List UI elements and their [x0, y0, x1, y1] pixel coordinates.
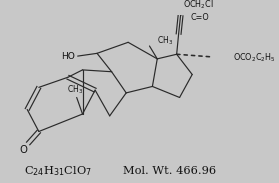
- Text: O: O: [19, 145, 27, 155]
- Text: OCH$_2$Cl: OCH$_2$Cl: [182, 0, 213, 11]
- Text: OCO$_2$C$_2$H$_5$: OCO$_2$C$_2$H$_5$: [233, 52, 276, 64]
- Text: HO: HO: [61, 52, 75, 61]
- Text: Mol. Wt. 466.96: Mol. Wt. 466.96: [123, 166, 217, 176]
- Text: CH$_3$: CH$_3$: [157, 34, 174, 47]
- Text: C=O: C=O: [190, 13, 209, 22]
- Text: C$_{24}$H$_{31}$ClO$_{7}$: C$_{24}$H$_{31}$ClO$_{7}$: [24, 164, 92, 178]
- Text: CH$_3$: CH$_3$: [67, 84, 83, 96]
